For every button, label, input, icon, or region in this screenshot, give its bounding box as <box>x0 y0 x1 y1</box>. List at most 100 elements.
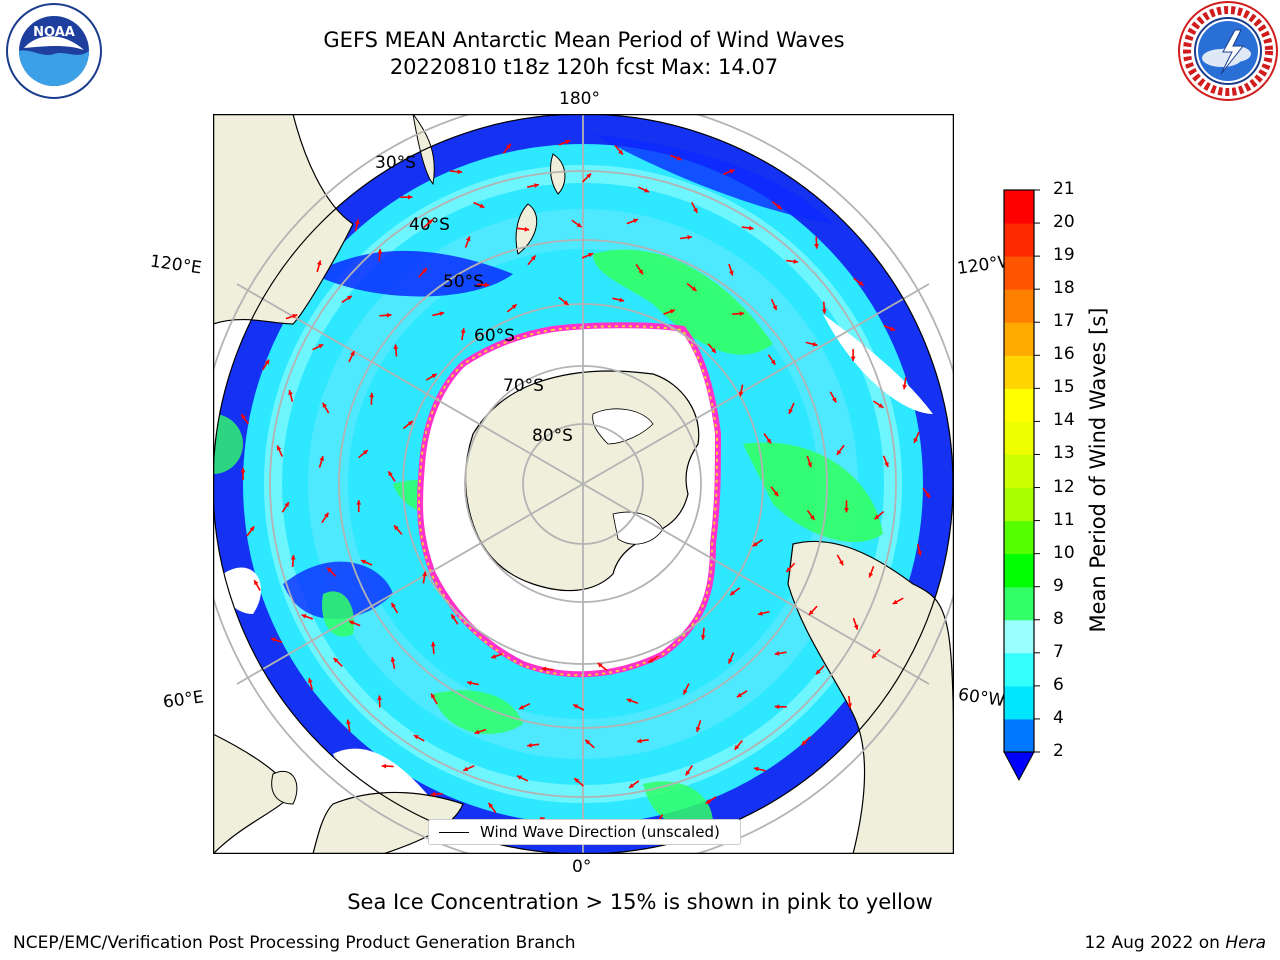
wind-wave-arrowhead <box>307 678 313 683</box>
colorbar-tick-label: 8 <box>1053 608 1064 629</box>
wind-wave-arrowhead <box>254 580 259 586</box>
wind-wave-arrowhead <box>917 550 922 556</box>
wind-wave-arrowhead <box>774 651 780 656</box>
wind-wave-arrowhead <box>270 637 276 642</box>
wind-wave-arrowhead <box>629 783 635 788</box>
wind-wave-arrowhead <box>752 541 758 547</box>
wind-wave-arrowhead <box>693 207 698 213</box>
legend-line-icon <box>439 831 469 833</box>
wind-wave-arrowhead <box>431 373 437 379</box>
wind-wave-arrowhead <box>407 420 413 426</box>
colorbar-segment <box>1004 454 1034 489</box>
wind-wave-arrowhead <box>626 698 632 703</box>
colorbar-tick-label: 4 <box>1053 707 1064 728</box>
wind-wave-arrowhead <box>573 704 579 709</box>
wind-wave-arrowhead <box>619 297 625 303</box>
colorbar-tick-label: 16 <box>1053 344 1075 365</box>
wind-wave-arrowhead <box>902 384 908 390</box>
wind-wave-arrowhead <box>700 635 706 640</box>
wind-wave-arrowhead <box>868 572 874 578</box>
colorbar-tick-label: 7 <box>1053 641 1064 662</box>
wind-wave-arrowhead <box>276 445 282 451</box>
wind-wave-arrowhead <box>850 356 856 362</box>
wind-wave-arrowhead <box>683 689 688 695</box>
wind-wave-arrowhead <box>534 183 539 188</box>
wind-wave-arrowhead <box>853 624 859 630</box>
wind-wave-arrowhead <box>636 738 642 744</box>
wind-wave-arrowhead <box>474 729 480 735</box>
wind-wave-arrowhead <box>815 669 821 675</box>
wind-wave-arrowhead <box>618 149 623 155</box>
wind-wave-arrowhead <box>430 641 436 647</box>
wind-wave-arrowhead <box>386 312 392 318</box>
colorbar-tick-label: 18 <box>1053 278 1075 299</box>
wind-wave-arrowhead <box>892 599 898 604</box>
wind-wave-arrowhead <box>393 344 399 350</box>
wind-wave-arrowhead <box>574 778 580 783</box>
wind-wave-arrowhead <box>354 219 360 225</box>
wind-wave-arrowhead <box>377 695 382 700</box>
wind-wave-arrowhead <box>913 437 919 443</box>
noaa-logo-text: NOAA <box>33 25 75 40</box>
chart-subtitle: 20220810 t18z 120h fcst Max: 14.07 <box>389 55 779 79</box>
colorbar-segment <box>1004 388 1034 422</box>
wind-wave-arrowhead <box>925 492 930 498</box>
wind-wave-arrowhead <box>488 802 494 808</box>
wind-wave-arrowhead <box>563 300 569 305</box>
wind-wave-arrowhead <box>812 341 818 347</box>
wind-wave-arrowhead <box>705 799 711 804</box>
wind-wave-arrowhead <box>264 359 270 365</box>
colorbar-segment <box>1004 322 1034 356</box>
wind-wave-arrowhead <box>524 226 530 232</box>
wind-wave-arrowhead <box>757 611 763 616</box>
wind-wave-arrowhead <box>872 653 877 659</box>
wind-wave-arrowhead <box>430 791 436 797</box>
colorbar-tick-label: 15 <box>1053 377 1075 398</box>
lat-label-60s: 60°S <box>474 326 515 346</box>
colorbar-tick-label: 13 <box>1053 443 1075 464</box>
wind-wave-arrowhead <box>319 456 324 461</box>
wind-wave-arrowhead <box>381 763 387 769</box>
wind-wave-arrowhead <box>844 508 849 513</box>
wind-wave-arrowhead <box>350 351 355 357</box>
wind-wave-arrowhead <box>773 491 779 497</box>
wind-wave-arrowhead <box>831 397 837 403</box>
wind-wave-arrows <box>240 139 931 833</box>
colorbar-segment <box>1004 553 1034 588</box>
wind-wave-arrowhead <box>422 268 427 274</box>
wind-wave-arrowhead <box>360 559 366 565</box>
map-legend: Wind Wave Direction (unscaled) <box>428 819 741 845</box>
wind-wave-arrowhead <box>770 359 776 365</box>
wind-wave-arrowhead <box>890 326 896 331</box>
wind-wave-arrowhead <box>439 311 445 317</box>
wind-wave-arrowhead <box>565 139 571 145</box>
wind-wave-arrowhead <box>669 309 675 314</box>
lon-label-120e: 120°E <box>148 251 203 279</box>
colorbar-tick-label: 17 <box>1053 311 1075 332</box>
lat-label-40s: 40°S <box>409 215 450 235</box>
colorbar-segment <box>1004 718 1034 753</box>
wind-wave-arrowhead <box>249 526 255 532</box>
wind-wave-arrowhead <box>413 735 419 740</box>
wind-wave-arrowhead <box>356 500 362 505</box>
colorbar-tick-label: 9 <box>1053 575 1064 596</box>
wind-wave-arrowhead <box>748 225 754 231</box>
wind-wave-arrowhead <box>728 658 733 664</box>
wind-wave-arrowhead <box>241 414 246 420</box>
wind-wave-arrowhead <box>772 305 777 311</box>
colorbar <box>1003 189 1040 782</box>
wind-wave-arrowhead <box>324 512 329 518</box>
colorbar-segment <box>1004 190 1034 224</box>
wind-wave-arrowhead <box>793 259 799 264</box>
wind-wave-arrowhead <box>774 704 780 710</box>
wind-wave-arrowhead <box>730 590 736 596</box>
colorbar-under-triangle <box>1003 751 1035 782</box>
wind-wave-arrowhead <box>691 286 697 292</box>
colorbar-segment <box>1004 256 1034 290</box>
wind-wave-arrowhead <box>753 766 759 772</box>
wind-wave-arrowhead <box>333 657 339 663</box>
chart-title: GEFS MEAN Antarctic Mean Period of Wind … <box>323 28 845 52</box>
wind-wave-arrowhead <box>393 525 399 531</box>
wind-wave-arrowhead <box>484 282 490 288</box>
wind-wave-arrowhead <box>644 187 650 193</box>
